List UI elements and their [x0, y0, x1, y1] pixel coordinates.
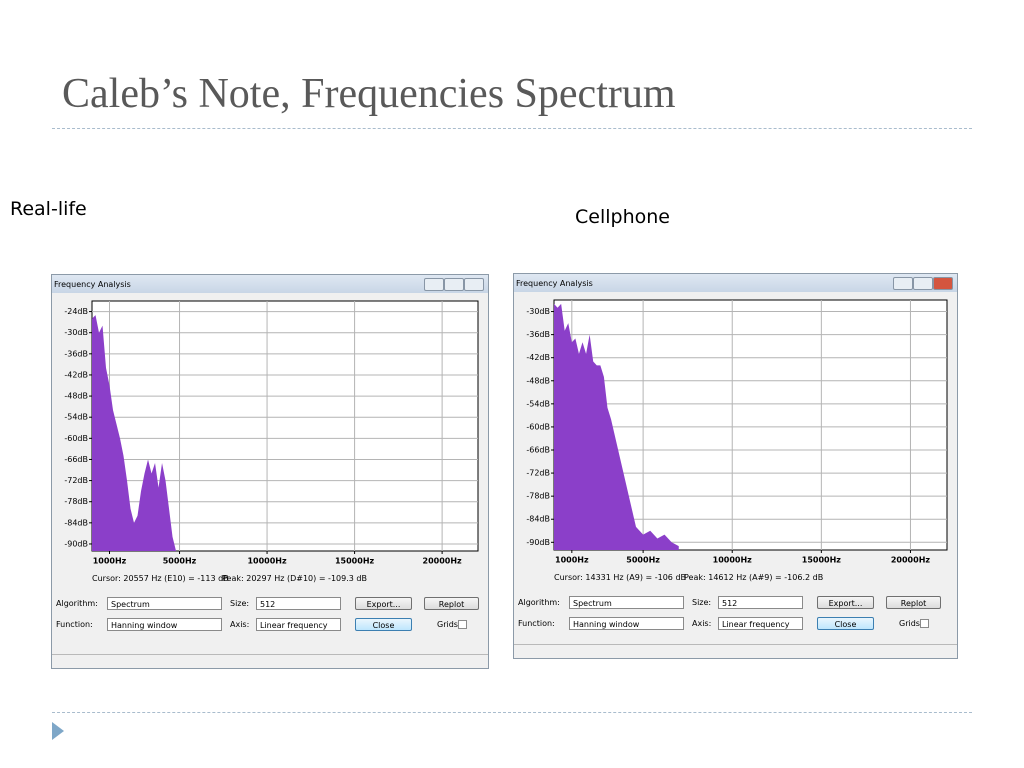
status-strip	[514, 644, 957, 645]
close-button[interactable]	[933, 277, 953, 290]
y-tick-label: -54dB	[64, 413, 88, 422]
y-tick-label: -24dB	[64, 307, 88, 316]
minimize-button[interactable]	[424, 278, 444, 291]
button[interactable]: Close	[817, 617, 874, 630]
maximize-button[interactable]	[913, 277, 933, 290]
y-tick-label: -66dB	[64, 455, 88, 464]
divider	[52, 712, 972, 713]
minimize-button[interactable]	[893, 277, 913, 290]
label: Axis:	[230, 620, 250, 629]
x-tick-label: 10000Hz	[247, 557, 287, 566]
y-tick-label: -72dB	[64, 476, 88, 485]
button[interactable]: Export...	[817, 596, 874, 609]
y-tick-label: -36dB	[526, 330, 550, 339]
label: Function:	[56, 620, 93, 629]
y-tick-label: -60dB	[64, 434, 88, 443]
peak-readout: Peak: 20297 Hz (D#10) = -109.3 dB	[222, 574, 367, 583]
y-tick-label: -60dB	[526, 422, 550, 431]
dropdown[interactable]: Hanning window	[107, 618, 222, 631]
button[interactable]: Export...	[355, 597, 412, 610]
title-bar: Frequency Analysis	[514, 274, 957, 292]
y-tick-label: -48dB	[64, 392, 88, 401]
caption: Cellphone	[575, 206, 670, 228]
y-tick-label: -66dB	[526, 446, 550, 455]
label: Algorithm:	[518, 598, 560, 607]
cursor-readout: Cursor: 20557 Hz (E10) = -113 dB	[92, 574, 229, 583]
status-strip	[52, 654, 488, 655]
x-tick-label: 1000Hz	[555, 556, 589, 565]
y-tick-label: -42dB	[526, 353, 550, 362]
cursor-readout: Cursor: 14331 Hz (A9) = -106 dB	[554, 573, 687, 582]
x-tick-label: 5000Hz	[163, 557, 197, 566]
dropdown[interactable]: Hanning window	[569, 617, 684, 630]
y-tick-label: -84dB	[526, 515, 550, 524]
label: Size:	[692, 598, 712, 607]
window: Frequency Analysis -30dB -36dB -42dB -48dB -5…	[513, 273, 958, 659]
title-bar: Frequency Analysis	[52, 275, 488, 293]
button[interactable]: Close	[355, 618, 412, 631]
bullet-arrow	[52, 722, 64, 740]
button[interactable]: Replot	[886, 596, 941, 609]
y-tick-label: -90dB	[64, 539, 88, 548]
spectrum-area	[92, 315, 177, 551]
spectrum-chart: -30dB -36dB -42dB -48dB -54dB -60dB -66dB -72dB…	[526, 299, 948, 565]
dropdown[interactable]: Linear frequency	[718, 617, 803, 630]
window-title: Frequency Analysis	[54, 280, 131, 289]
x-tick-label: 5000Hz	[626, 556, 660, 565]
y-tick-label: -78dB	[526, 492, 550, 501]
x-tick-label: 1000Hz	[93, 557, 127, 566]
peak-readout: Peak: 14612 Hz (A#9) = -106.2 dB	[684, 573, 824, 582]
dropdown[interactable]: Linear frequency	[256, 618, 341, 631]
label: Axis:	[692, 619, 712, 628]
dropdown[interactable]: Spectrum	[569, 596, 684, 609]
dropdown[interactable]: 512	[256, 597, 341, 610]
grids-checkbox[interactable]	[458, 620, 467, 629]
y-tick-label: -72dB	[526, 469, 550, 478]
x-tick-label: 20000Hz	[423, 557, 463, 566]
y-tick-label: -84dB	[64, 518, 88, 527]
y-tick-label: -30dB	[526, 307, 550, 316]
dropdown[interactable]: 512	[718, 596, 803, 609]
y-tick-label: -54dB	[526, 399, 550, 408]
x-tick-label: 15000Hz	[335, 557, 375, 566]
dropdown[interactable]: Spectrum	[107, 597, 222, 610]
label: Size:	[230, 599, 250, 608]
spectrum-chart: -24dB -30dB -36dB -42dB -48dB -54dB -60dB -66dB…	[64, 300, 479, 566]
y-tick-label: -36dB	[64, 349, 88, 358]
label: Function:	[518, 619, 555, 628]
maximize-button[interactable]	[444, 278, 464, 291]
close-button[interactable]	[464, 278, 484, 291]
y-tick-label: -30dB	[64, 328, 88, 337]
y-tick-label: -78dB	[64, 497, 88, 506]
grids-checkbox[interactable]	[920, 619, 929, 628]
label: Grids	[437, 620, 458, 629]
divider	[52, 128, 972, 129]
y-tick-label: -90dB	[526, 538, 550, 547]
slide-title: Caleb’s Note, Frequencies Spectrum	[62, 71, 676, 117]
button[interactable]: Replot	[424, 597, 479, 610]
caption: Real-life	[10, 198, 87, 220]
window-title: Frequency Analysis	[516, 279, 593, 288]
y-tick-label: -42dB	[64, 370, 88, 379]
label: Grids	[899, 619, 920, 628]
spectrum-area	[554, 303, 679, 550]
label: Algorithm:	[56, 599, 98, 608]
x-tick-label: 15000Hz	[802, 556, 842, 565]
x-tick-label: 10000Hz	[713, 556, 753, 565]
window: Frequency Analysis -24dB -30dB -36dB -42dB -4…	[51, 274, 489, 669]
x-tick-label: 20000Hz	[891, 556, 931, 565]
y-tick-label: -48dB	[526, 376, 550, 385]
